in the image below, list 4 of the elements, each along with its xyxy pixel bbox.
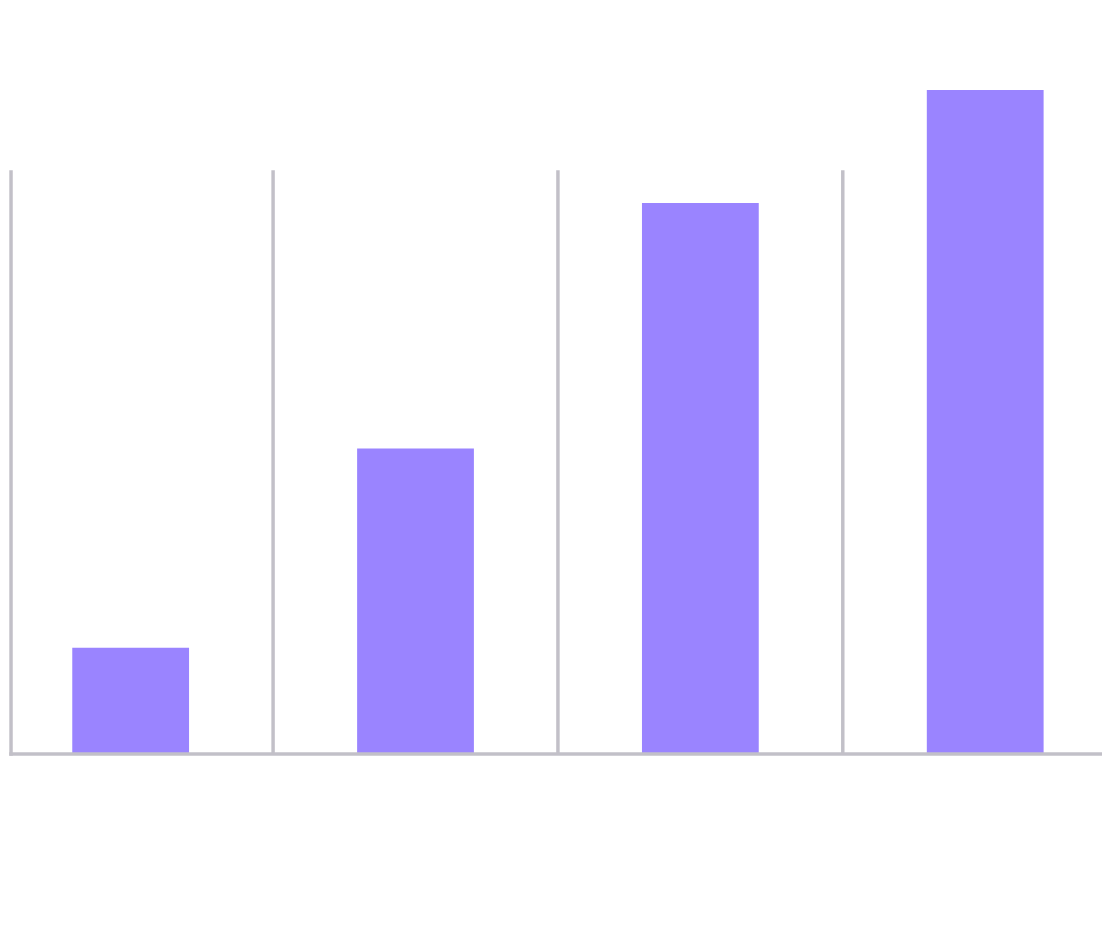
bar <box>926 90 1044 754</box>
bar <box>357 448 474 754</box>
bar <box>641 202 759 754</box>
bar <box>72 647 190 754</box>
